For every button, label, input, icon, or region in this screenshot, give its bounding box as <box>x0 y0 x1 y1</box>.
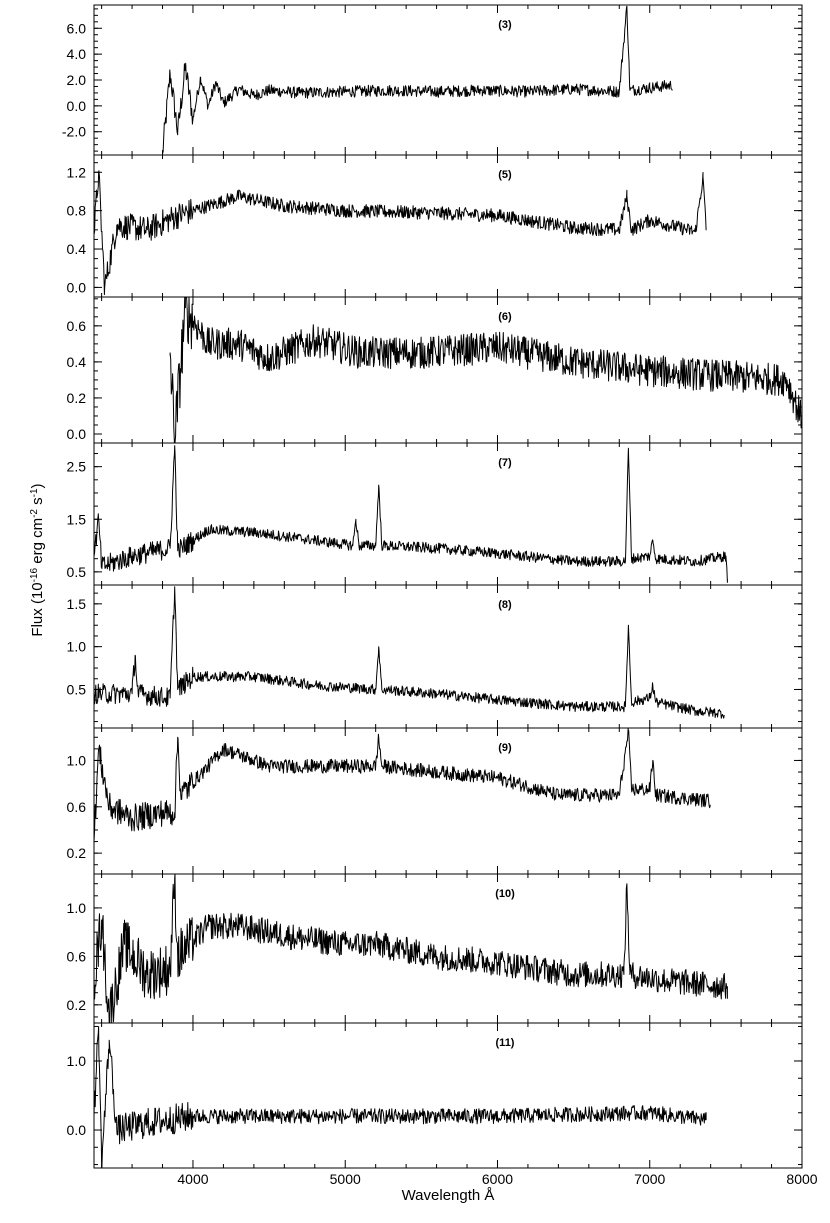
panel-frame <box>93 584 803 729</box>
spectrum-line <box>93 586 725 719</box>
spectrum-line <box>162 5 673 155</box>
x-tick-label: 6000 <box>482 1171 513 1187</box>
panel-frame <box>93 1022 803 1169</box>
y-tick-label: 0.6 <box>67 318 87 334</box>
y-tick-label: 0.4 <box>67 241 87 257</box>
panel-label: (3) <box>498 19 512 31</box>
panels-group: -2.0 0.0 2.0 4.0 6.0 (3) 0.0 0.4 0.8 1.2 (5) 0.0 0.2… <box>62 4 803 1169</box>
spectrum-line <box>169 296 803 444</box>
panel-frame <box>93 873 803 1024</box>
y-tick-label: 1.2 <box>67 164 87 180</box>
panel-label: (8) <box>498 599 512 611</box>
x-tick-label: 4000 <box>177 1171 208 1187</box>
panel-label: (10) <box>495 888 515 900</box>
x-tick-label: 8000 <box>786 1171 817 1187</box>
spectrum-panel: 0.0 0.2 0.4 0.6 (6) <box>67 296 803 444</box>
spectrum-line <box>93 873 728 1024</box>
y-tick-label: 0.6 <box>67 948 87 964</box>
spectrum-line <box>93 445 728 583</box>
spectrum-line <box>93 727 711 843</box>
y-tick-label: 0.6 <box>67 799 87 815</box>
y-tick-label: 0.5 <box>67 564 87 580</box>
y-tick-label: 0.2 <box>67 997 87 1013</box>
y-tick-label: 0.0 <box>67 98 87 114</box>
y-tick-label: 0.0 <box>67 426 87 442</box>
panel-label: (5) <box>498 169 512 181</box>
y-tick-label: -2.0 <box>62 124 86 140</box>
y-axis-title: Flux (10-16 erg cm-2 s-1) <box>29 483 47 636</box>
y-tick-label: 1.0 <box>67 752 87 768</box>
panel-frame <box>93 442 803 586</box>
panel-label: (11) <box>496 1037 515 1049</box>
spectrum-panel: 0.0 1.0 (11) <box>67 1022 803 1169</box>
y-tick-label: 1.0 <box>67 900 87 916</box>
x-tick-label: 5000 <box>330 1171 361 1187</box>
x-tick-label: 7000 <box>634 1171 665 1187</box>
y-tick-label: 6.0 <box>67 20 87 36</box>
y-tick-label: 0.2 <box>67 390 87 406</box>
y-tick-label: 2.0 <box>67 72 87 88</box>
x-axis-title: Wavelength Å <box>402 1187 495 1204</box>
x-axis-tick-labels: 4000 5000 6000 7000 8000 <box>177 1171 817 1187</box>
panel-label: (6) <box>498 311 512 323</box>
panel-label: (7) <box>498 457 512 469</box>
spectrum-panel: -2.0 0.0 2.0 4.0 6.0 (3) <box>62 4 803 156</box>
y-tick-label: 0.0 <box>67 279 87 295</box>
y-tick-label: 4.0 <box>67 46 87 62</box>
spectrum-panel: 0.2 0.6 1.0 (10) <box>67 873 803 1024</box>
y-tick-label: 0.4 <box>67 354 87 370</box>
y-tick-label: 1.0 <box>67 1053 87 1069</box>
y-tick-label: 0.0 <box>67 1122 87 1138</box>
y-tick-label: 2.5 <box>67 459 87 475</box>
y-tick-label: 0.2 <box>67 845 87 861</box>
y-tick-label: 1.5 <box>67 596 87 612</box>
spectrum-panel: 0.2 0.6 1.0 (9) <box>67 727 803 875</box>
y-tick-label: 0.5 <box>67 681 87 697</box>
spectrum-line <box>93 1026 707 1169</box>
y-tick-label: 0.8 <box>67 203 87 219</box>
spectrum-panel: 0.5 1.5 2.5 (7) <box>67 442 803 586</box>
panel-label: (9) <box>498 742 512 754</box>
spectrum-line <box>93 170 707 296</box>
spectrum-panel: 0.0 0.4 0.8 1.2 (5) <box>67 154 803 298</box>
y-tick-label: 1.5 <box>67 511 87 527</box>
y-tick-label: 1.0 <box>67 639 87 655</box>
spectrum-panel: 0.5 1.0 1.5 (8) <box>67 584 803 729</box>
